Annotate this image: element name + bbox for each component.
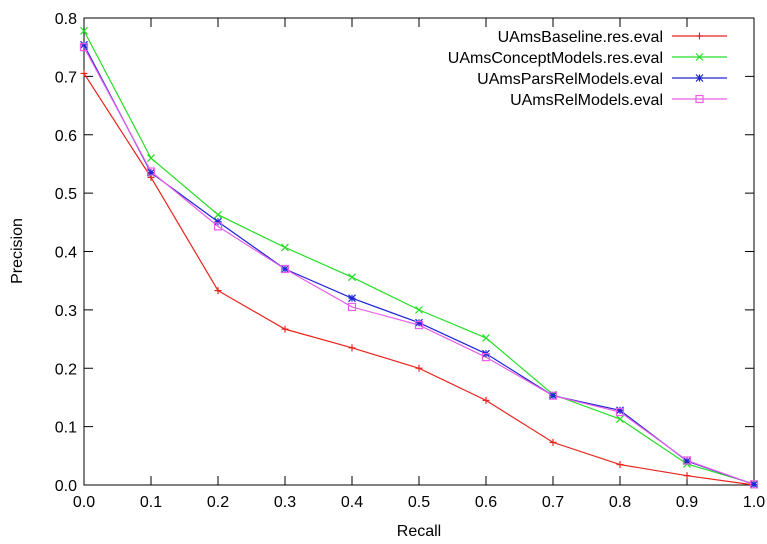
data-point bbox=[749, 480, 759, 489]
data-point bbox=[281, 325, 289, 333]
data-point bbox=[213, 222, 223, 231]
x-tick-label: 0.0 bbox=[73, 494, 95, 511]
y-tick-label: 0.5 bbox=[55, 186, 77, 203]
x-tick-label: 0.9 bbox=[676, 494, 698, 511]
x-tick-label: 0.7 bbox=[542, 494, 564, 511]
data-point bbox=[482, 396, 490, 404]
x-axis-title: Recall bbox=[397, 523, 441, 540]
data-point bbox=[146, 167, 156, 176]
data-point bbox=[415, 305, 423, 314]
data-point bbox=[549, 391, 557, 400]
x-tick-label: 0.2 bbox=[207, 494, 229, 511]
data-point bbox=[281, 265, 289, 273]
plot-frame bbox=[83, 17, 755, 486]
x-tick-label: 0.3 bbox=[274, 494, 296, 511]
data-point bbox=[750, 480, 758, 489]
x-tick-label: 0.4 bbox=[341, 494, 363, 511]
y-tick-label: 0.4 bbox=[55, 245, 77, 262]
legend-marker bbox=[696, 32, 703, 40]
data-point bbox=[616, 415, 624, 423]
data-point bbox=[80, 40, 88, 49]
legend: UAmsBaseline.res.eval UAmsConceptModels.r… bbox=[448, 29, 727, 109]
data-point bbox=[414, 320, 424, 330]
data-point bbox=[348, 344, 356, 352]
data-point bbox=[616, 406, 624, 415]
y-tick-label: 0.3 bbox=[55, 303, 77, 320]
data-point bbox=[147, 154, 155, 163]
data-point bbox=[415, 318, 423, 327]
data-point bbox=[683, 472, 691, 480]
data-point bbox=[415, 364, 423, 372]
data-point bbox=[348, 273, 356, 282]
y-tick-label: 0.0 bbox=[55, 478, 77, 495]
series-line-1 bbox=[83, 73, 755, 486]
data-point bbox=[214, 217, 222, 226]
legend-label: UAmsRelModels.eval bbox=[510, 92, 663, 109]
data-point bbox=[682, 456, 692, 465]
data-point bbox=[615, 407, 625, 417]
y-axis-title: Precision bbox=[9, 218, 26, 284]
data-point bbox=[80, 69, 88, 77]
data-point bbox=[214, 287, 222, 295]
legend-marker bbox=[695, 94, 704, 104]
data-point bbox=[549, 438, 557, 446]
data-point bbox=[616, 461, 624, 469]
x-tick-label: 0.5 bbox=[408, 494, 430, 511]
y-tick-label: 0.6 bbox=[55, 128, 77, 145]
data-point bbox=[548, 391, 558, 400]
legend-label: UAmsConceptModels.res.eval bbox=[448, 50, 663, 67]
x-tick-label: 1.0 bbox=[743, 494, 765, 511]
data-point bbox=[348, 294, 356, 303]
series-line-4 bbox=[83, 46, 755, 485]
series-line-3 bbox=[83, 44, 755, 485]
y-tick-label: 0.2 bbox=[55, 361, 77, 378]
data-point bbox=[280, 264, 290, 274]
data-point bbox=[281, 243, 289, 252]
y-tick-label: 0.8 bbox=[55, 11, 77, 28]
data-point bbox=[347, 302, 357, 312]
legend-marker bbox=[695, 74, 704, 82]
data-point bbox=[482, 333, 490, 342]
y-tick-label: 0.7 bbox=[55, 69, 77, 86]
series-markers bbox=[79, 26, 759, 489]
data-point bbox=[79, 43, 89, 52]
data-point bbox=[80, 26, 88, 35]
legend-label: UAmsBaseline.res.eval bbox=[498, 29, 663, 46]
axis-ticks: 0.0 0.1 0.2 0.3 0.4 0.5 0.6 0.7 0.8 0.9 1.0 0.0 0.1 0… bbox=[55, 11, 765, 511]
y-tick-label: 0.1 bbox=[55, 420, 77, 437]
x-tick-label: 0.1 bbox=[140, 494, 162, 511]
data-point bbox=[214, 210, 222, 219]
x-tick-label: 0.6 bbox=[475, 494, 497, 511]
legend-label: UAmsParsRelModels.eval bbox=[477, 71, 663, 88]
data-point bbox=[481, 353, 491, 362]
legend-marker bbox=[695, 53, 704, 61]
x-tick-label: 0.8 bbox=[609, 494, 631, 511]
